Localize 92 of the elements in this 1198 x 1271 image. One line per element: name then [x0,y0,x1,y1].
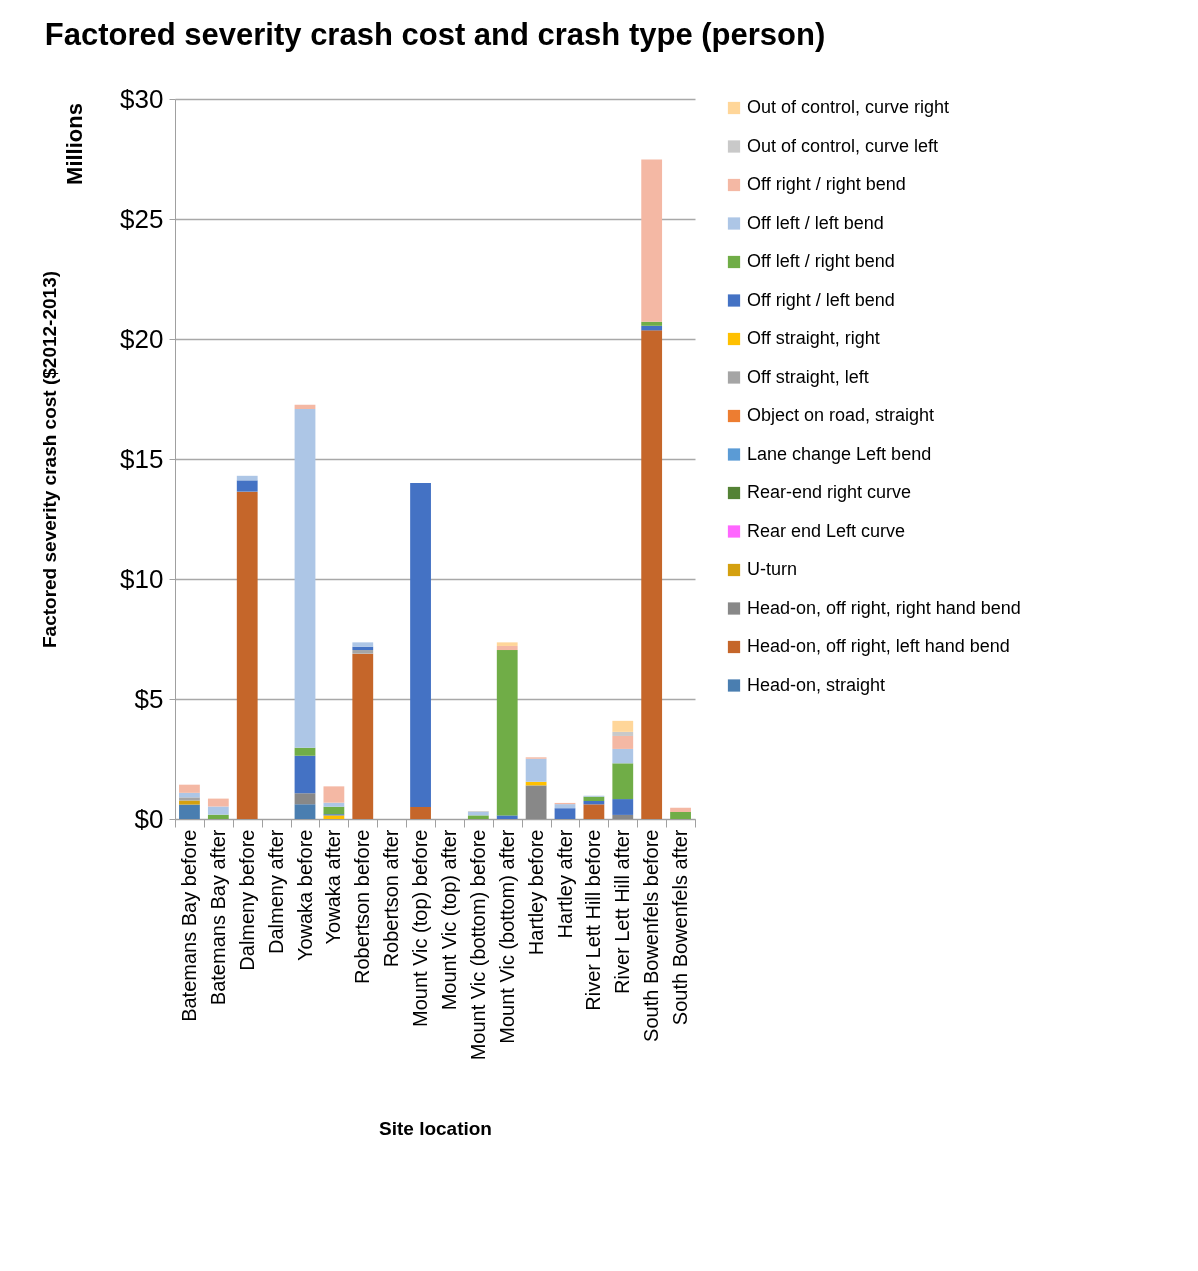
bar [670,807,691,813]
x-tick-label: Mount Vic (top) before [409,829,432,1028]
x-tick-label: Hartley before [524,829,547,956]
legend-label: Lane change Left bend [747,443,932,464]
legend-label: Head-on, off right, left hand bend [747,636,1010,656]
y-tick-label: $25 [120,203,164,234]
legend-label: Object on road, straight [747,405,935,425]
chart-title: Factored severity crash cost and crash type (person) [44,17,826,52]
bar [410,483,431,807]
bar [352,646,374,651]
bar [207,814,229,819]
legend-label: U-turn [747,559,798,579]
x-tick-label: Yowaka before [293,829,316,962]
y-tick-label: $30 [120,83,164,114]
legend-label: Rear-end right curve [747,482,912,502]
legend-label: Off right / right bend [747,174,906,194]
bar [554,804,576,809]
legend-label: Off left / left bend [747,212,884,233]
legend-label: Head-on, off right, right hand bend [747,597,1021,618]
bar [294,804,316,819]
bar [323,802,345,807]
bar [583,804,605,819]
legend-label: Out of control, curve right [747,97,950,117]
y-axis-title: Factored severity crash cost ($2012-2013) [39,270,61,649]
x-tick-label: South Bowenfels after [669,829,692,1026]
bar [496,645,518,651]
x-tick-label: Dalmeny before [235,829,258,971]
bar [612,731,634,736]
bar [294,747,316,756]
text: Millions [62,103,87,185]
bar [612,814,634,819]
y-tick-label: $5 [134,683,164,714]
x-tick-label: Batemans Bay before [177,829,200,1022]
bar [612,748,634,764]
bar [352,642,374,647]
bar [670,812,691,819]
bar [641,321,663,326]
x-tick-label: Dalmeny after [264,829,287,954]
legend-label: Out of control, curve left [747,135,939,156]
bar [352,653,374,819]
bar [179,797,200,801]
bar [612,763,634,800]
bar [294,793,316,805]
bar [207,806,229,815]
x-tick-label: River Lett Hill after [611,829,634,994]
x-tick-label: Mount Vic (bottom) before [466,829,489,1061]
bar [236,491,258,819]
x-axis-title: Site location [379,1117,492,1139]
bar [294,755,316,794]
bar [612,735,634,749]
bar [467,815,489,819]
x-tick-label: Batemans Bay after [206,829,229,1006]
bar [207,798,229,807]
bar [294,409,316,748]
bar [641,159,663,322]
y-tick-label: $10 [120,563,164,594]
bar [179,804,200,819]
bar [236,480,258,492]
bar [179,800,200,805]
bar [352,650,374,654]
bar [612,799,634,815]
bar [496,815,518,819]
x-tick-label: Robertson after [380,829,403,968]
y-tick-label: $15 [120,443,164,474]
bar [323,806,345,815]
bar [179,784,200,793]
bar [554,808,576,819]
x-tick-label: River Lett Hill before [582,829,605,1011]
legend-label: Head-on, straight [747,674,886,695]
bar [583,796,605,801]
x-tick-label: South Bowenfels before [640,829,663,1042]
bar [496,650,518,816]
bar [583,801,605,805]
legend-label: Off right / left bend [747,289,895,310]
bar [525,785,547,819]
x-tick-label: Robertson before [351,829,374,985]
x-tick-label: Yowaka after [322,829,345,945]
bar [641,330,663,819]
bar [410,807,431,819]
bar [525,758,547,782]
bar [612,720,634,732]
bar [323,786,345,803]
legend-label: Rear end Left curve [747,520,906,541]
bar [496,642,518,646]
x-tick-label: Mount Vic (top) after [437,829,460,1011]
x-tick-label: Hartley after [553,829,576,939]
y-tick-label: $20 [120,323,164,354]
legend-label: Off left / right bend [747,251,895,271]
y-tick-label: $0 [134,803,164,834]
legend-label: Off straight, right [747,328,880,348]
legend-label: Off straight, left [747,366,869,387]
x-tick-label: Mount Vic (bottom) after [495,829,518,1044]
